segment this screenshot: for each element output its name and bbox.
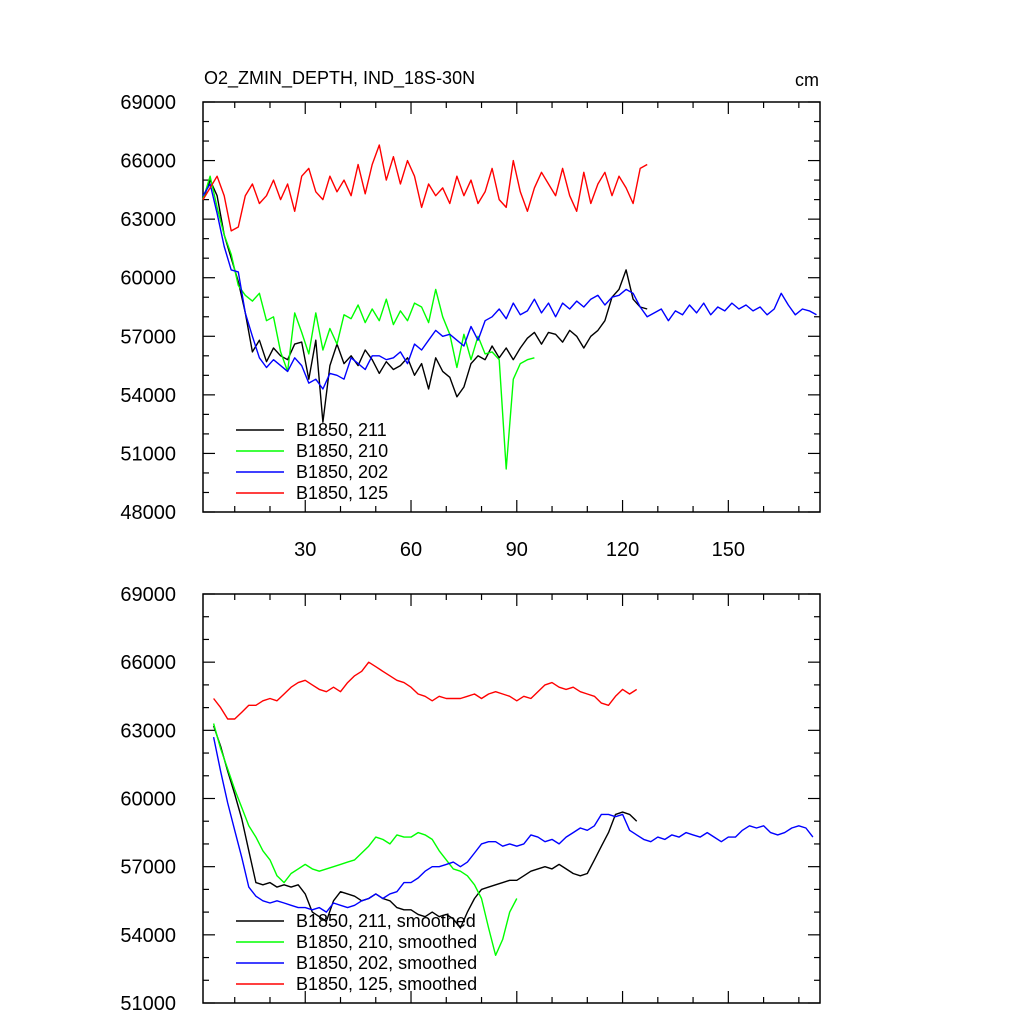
y-tick-label: 54000 — [120, 925, 176, 947]
series-line — [202, 183, 817, 390]
units-label: cm — [795, 70, 819, 90]
legend-label: B1850, 125 — [296, 483, 388, 503]
top-panel: O2_ZMIN_DEPTH, IND_18S-30N cm 48000 51000… — [120, 68, 821, 561]
y-tick-label: 69000 — [120, 92, 176, 114]
x-tick-label: 60 — [400, 539, 422, 561]
y-tick-label: 60000 — [120, 789, 176, 811]
legend-label: B1850, 202 — [296, 462, 388, 482]
series-line — [202, 144, 648, 232]
y-tick-label: 63000 — [120, 209, 176, 231]
y-tick-label: 66000 — [120, 652, 176, 674]
y-tick-label: 66000 — [120, 151, 176, 173]
series-line — [212, 725, 638, 929]
bottom-panel: 51000 54000 57000 60000 63000 66000 69000 B1850… — [120, 584, 821, 1015]
series-line — [212, 723, 518, 956]
legend-label: B1850, 211, smoothed — [296, 911, 476, 931]
x-tick-label: 150 — [712, 539, 745, 561]
legend-label: B1850, 211 — [296, 420, 387, 440]
x-tick-label: 30 — [294, 539, 316, 561]
y-tick-label: 57000 — [120, 857, 176, 879]
series-line — [202, 179, 648, 423]
x-tick-label: 90 — [506, 539, 528, 561]
legend-label: B1850, 125, smoothed — [296, 974, 477, 994]
y-tick-label: 63000 — [120, 720, 176, 742]
legend-label: B1850, 202, smoothed — [296, 953, 477, 973]
y-tick-label: 51000 — [120, 443, 176, 465]
x-tick-label: 120 — [606, 539, 639, 561]
y-tick-label: 48000 — [120, 502, 176, 524]
series-line — [202, 175, 535, 470]
plot-frame — [202, 101, 821, 513]
y-tick-label: 57000 — [120, 326, 176, 348]
legend-label: B1850, 210, smoothed — [296, 932, 477, 952]
y-tick-label: 69000 — [120, 584, 176, 606]
legend-label: B1850, 210 — [296, 441, 388, 461]
chart-title: O2_ZMIN_DEPTH, IND_18S-30N — [204, 68, 475, 89]
y-tick-label: 54000 — [120, 385, 176, 407]
y-tick-label: 51000 — [120, 993, 176, 1015]
series-line — [213, 661, 638, 720]
series-line — [212, 736, 814, 913]
y-tick-label: 60000 — [120, 268, 176, 290]
